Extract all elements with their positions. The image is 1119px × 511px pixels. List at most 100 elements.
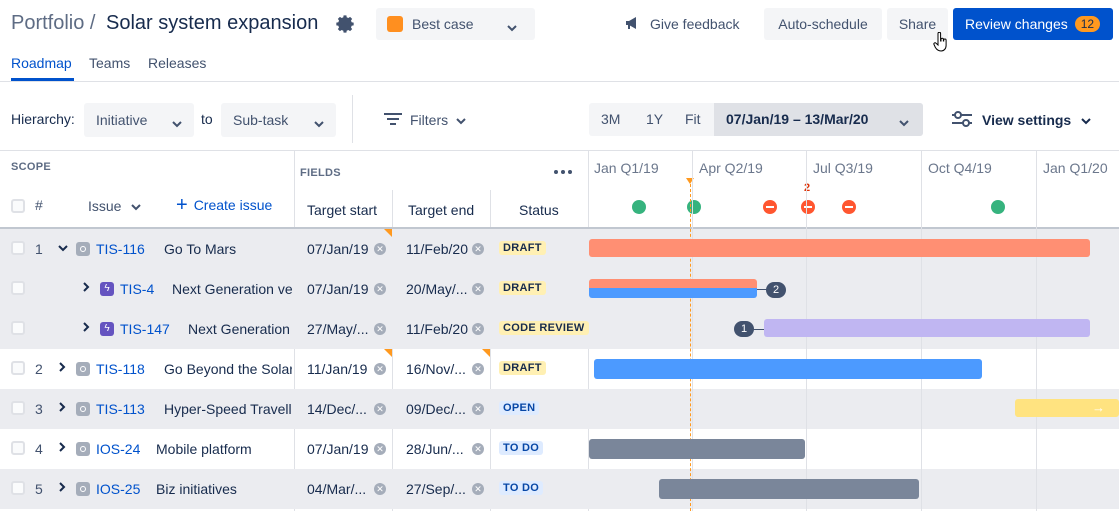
dependency-count-badge[interactable]: 2 [766,282,786,298]
issue-summary[interactable]: Biz initiatives [156,481,237,497]
breadcrumb[interactable]: Portfolio / [11,12,96,34]
release-marker-overdue[interactable] [801,200,815,214]
chevron-right-icon[interactable] [58,361,66,375]
issue-summary[interactable]: Next Generation v [188,321,292,337]
clear-icon[interactable]: ✕ [374,403,386,415]
chevron-right-icon[interactable] [58,481,66,495]
gear-icon[interactable] [332,11,358,37]
status-badge[interactable]: CODE REVIEW [499,321,589,335]
timeline-bar-ios-25[interactable] [659,479,919,499]
filters-button[interactable]: Filters [384,103,476,137]
issue-key-link[interactable]: TIS-4 [120,281,155,297]
target-end-value[interactable]: 27/Sep/... [406,481,466,497]
table-row[interactable]: 2 TIS-118 Go Beyond the Solar 11/Jan/19 ✕ 16/… [0,349,1119,389]
issue-summary[interactable]: Go To Mars [164,241,237,257]
issue-summary[interactable]: Hyper-Speed Travelli [164,401,292,417]
hierarchy-from-select[interactable]: Initiative [84,103,194,137]
dependency-count-badge[interactable]: 1 [734,321,754,337]
status-badge[interactable]: OPEN [499,401,540,415]
review-changes-button[interactable]: Review changes 12 [953,8,1113,40]
tab-roadmap[interactable]: Roadmap [11,55,72,71]
chevron-right-icon[interactable] [82,321,90,335]
target-start-value[interactable]: 07/Jan/19 [307,241,369,257]
issue-key-link[interactable]: TIS-116 [96,241,145,257]
range-fit-button[interactable]: Fit [685,111,701,127]
target-start-value[interactable]: 07/Jan/19 [307,441,369,457]
issue-key-link[interactable]: IOS-25 [96,481,141,497]
issue-key-link[interactable]: TIS-113 [96,401,145,417]
target-end-value[interactable]: 09/Dec/... [406,401,466,417]
range-3m-button[interactable]: 3M [601,111,621,127]
row-checkbox[interactable] [11,321,25,335]
target-start-value[interactable]: 14/Dec/... [307,401,367,417]
tab-releases[interactable]: Releases [148,55,207,71]
timeline-bar-tis-116[interactable] [589,239,1090,257]
row-checkbox[interactable] [11,401,25,415]
clear-icon[interactable]: ✕ [472,323,484,335]
create-issue-button[interactable]: + Create issue [176,195,272,215]
clear-icon[interactable]: ✕ [472,283,484,295]
tab-teams[interactable]: Teams [89,55,131,71]
give-feedback-button[interactable]: Give feedback [624,8,750,40]
timeline-bar-tis-113[interactable]: → [1015,399,1119,417]
share-button[interactable]: Share [887,8,948,40]
clear-icon[interactable]: ✕ [472,403,484,415]
chevron-down-icon[interactable] [58,241,68,255]
clear-icon[interactable]: ✕ [374,283,386,295]
chevron-right-icon[interactable] [82,281,90,295]
timeline-bar-tis-147[interactable] [764,319,1090,337]
issue-summary[interactable]: Go Beyond the Solar [164,361,292,377]
issue-key-link[interactable]: TIS-147 [120,321,170,337]
release-marker-overdue[interactable] [842,200,856,214]
target-end-header[interactable]: Target end [408,202,475,218]
row-checkbox[interactable] [11,481,25,495]
clear-icon[interactable]: ✕ [374,363,386,375]
select-all-checkbox[interactable] [11,199,25,213]
scenario-select[interactable]: Best case [376,8,535,40]
clear-icon[interactable]: ✕ [374,243,386,255]
clear-icon[interactable]: ✕ [374,483,386,495]
range-1y-button[interactable]: 1Y [646,111,664,127]
issue-summary[interactable]: Next Generation ve [172,281,292,297]
clear-icon[interactable]: ✕ [374,443,386,455]
target-end-value[interactable]: 28/Jun/... [406,441,464,457]
clear-icon[interactable]: ✕ [472,483,484,495]
status-badge[interactable]: DRAFT [499,281,546,295]
table-row[interactable]: 3 TIS-113 Hyper-Speed Travelli 14/Dec/... ✕ 0… [0,389,1119,429]
target-end-value[interactable]: 11/Feb/20 [406,321,469,337]
table-row[interactable]: ϟ TIS-4 Next Generation ve 07/Jan/19 ✕ 20/May… [0,269,1119,309]
release-marker[interactable] [991,200,1005,214]
row-checkbox[interactable] [11,241,25,255]
target-start-value[interactable]: 11/Jan/19 [307,361,368,377]
hierarchy-to-select[interactable]: Sub-task [221,103,336,137]
more-options-icon[interactable] [553,162,573,178]
issue-column-header[interactable]: Issue [88,198,142,214]
release-marker-overdue[interactable] [763,200,777,214]
clear-icon[interactable]: ✕ [472,443,484,455]
target-end-value[interactable]: 20/May/... [406,281,468,297]
row-checkbox[interactable] [11,441,25,455]
target-end-value[interactable]: 16/Nov/... [406,361,466,377]
table-row[interactable]: 4 IOS-24 Mobile platform 07/Jan/19 ✕ 28/Jun/.… [0,429,1119,469]
table-row[interactable]: 5 IOS-25 Biz initiatives 04/Mar/... ✕ 27/Sep/… [0,469,1119,509]
timeline-bar-tis-4-planned[interactable] [589,279,757,288]
status-badge[interactable]: DRAFT [499,361,546,375]
clear-icon[interactable]: ✕ [472,363,484,375]
issue-key-link[interactable]: TIS-118 [96,361,145,377]
timeline-bar-tis-118[interactable] [594,359,982,379]
date-range-select[interactable]: 07/Jan/19 – 13/Mar/20 [714,103,923,136]
target-start-value[interactable]: 27/May/... [307,321,369,337]
chevron-right-icon[interactable] [58,441,66,455]
view-settings-button[interactable]: View settings [952,103,1098,137]
status-badge[interactable]: DRAFT [499,241,546,255]
target-start-header[interactable]: Target start [307,202,378,218]
timeline-bar-ios-24[interactable] [589,439,805,459]
chevron-right-icon[interactable] [58,401,66,415]
clear-icon[interactable]: ✕ [374,323,386,335]
clear-icon[interactable]: ✕ [472,243,484,255]
row-checkbox[interactable] [11,361,25,375]
status-badge[interactable]: TO DO [499,481,544,495]
row-checkbox[interactable] [11,281,25,295]
target-start-value[interactable]: 07/Jan/19 [307,281,369,297]
target-start-value[interactable]: 04/Mar/... [307,481,367,497]
